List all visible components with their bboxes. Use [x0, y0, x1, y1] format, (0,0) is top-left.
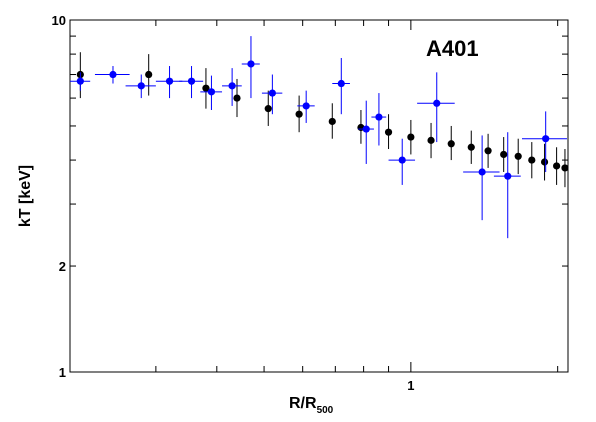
data-point — [542, 135, 550, 143]
series-layer — [70, 36, 569, 239]
data-point — [137, 82, 145, 90]
data-point — [514, 152, 522, 160]
data-point — [187, 77, 196, 85]
data-point — [247, 60, 255, 68]
x-axis-label: R/R — [289, 395, 317, 412]
data-point — [268, 89, 276, 97]
x-tick-label: 1 — [407, 378, 414, 393]
axis-ticks — [69, 19, 568, 373]
data-series — [76, 52, 569, 188]
y-tick-label: 1 — [59, 365, 66, 380]
data-point — [433, 99, 441, 107]
data-point — [264, 105, 272, 113]
data-point — [328, 117, 336, 126]
x-axis-label-subscript: 500 — [317, 405, 334, 416]
data-point — [500, 150, 508, 159]
data-point — [447, 140, 455, 148]
data-point — [207, 88, 216, 96]
data-point — [553, 162, 561, 170]
data-point — [561, 164, 569, 172]
data-point — [375, 113, 383, 121]
y-axis-title: kT [keV] — [17, 165, 34, 227]
data-point — [478, 168, 486, 176]
y-tick-label: 2 — [59, 259, 66, 274]
data-series — [70, 36, 567, 239]
data-point — [362, 125, 370, 133]
data-point — [427, 136, 435, 144]
data-point — [145, 70, 153, 79]
data-point — [295, 110, 303, 118]
data-point — [302, 102, 310, 110]
data-point — [504, 172, 512, 180]
data-point — [384, 128, 393, 136]
data-point — [484, 147, 492, 155]
data-point — [76, 77, 84, 85]
data-point — [228, 82, 236, 90]
data-point — [398, 156, 406, 164]
chart-annotation: A401 — [426, 36, 479, 61]
y-tick-label: 10 — [52, 13, 66, 28]
data-point — [540, 158, 549, 166]
plot-frame — [69, 19, 569, 373]
data-point — [407, 133, 415, 141]
tick-labels: 1 2 10 1 — [52, 13, 415, 393]
data-point — [337, 79, 345, 88]
data-point — [467, 143, 475, 151]
data-point — [109, 70, 117, 79]
x-axis-title: R/R500 — [289, 395, 334, 416]
data-point — [165, 77, 174, 85]
data-point — [233, 94, 241, 102]
data-point — [528, 156, 536, 164]
data-point — [202, 84, 210, 92]
